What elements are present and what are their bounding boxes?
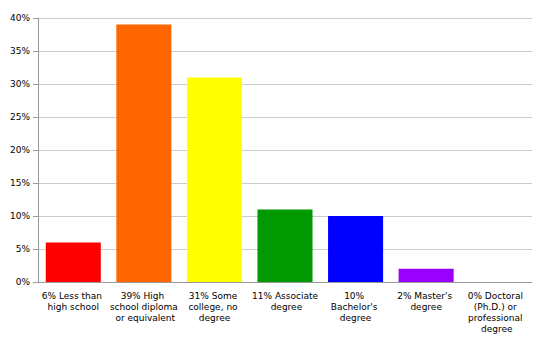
svg-text:20%: 20% bbox=[10, 145, 30, 155]
svg-text:15%: 15% bbox=[10, 178, 30, 188]
svg-text:(Ph.D.) or: (Ph.D.) or bbox=[474, 302, 520, 312]
svg-text:or equivalent: or equivalent bbox=[113, 313, 176, 323]
svg-text:degree: degree bbox=[410, 302, 442, 312]
svg-text:professional: professional bbox=[468, 313, 525, 323]
svg-text:5%: 5% bbox=[16, 244, 31, 254]
svg-text:40%: 40% bbox=[10, 13, 30, 23]
svg-text:10%: 10% bbox=[10, 211, 30, 221]
svg-text:35%: 35% bbox=[10, 46, 30, 56]
svg-text:0% Doctoral: 0% Doctoral bbox=[468, 291, 526, 301]
svg-text:school diploma: school diploma bbox=[110, 302, 178, 312]
svg-text:college, no: college, no bbox=[188, 302, 240, 312]
svg-text:39% High: 39% High bbox=[121, 291, 167, 301]
svg-text:31% Some: 31% Some bbox=[189, 291, 240, 301]
svg-text:30%: 30% bbox=[10, 79, 30, 89]
svg-text:high school: high school bbox=[48, 302, 99, 312]
svg-text:25%: 25% bbox=[10, 112, 30, 122]
svg-text:degree: degree bbox=[268, 302, 303, 312]
svg-text:degree: degree bbox=[481, 324, 513, 334]
svg-text:11% Associate: 11% Associate bbox=[252, 291, 318, 301]
svg-text:2% Master's: 2% Master's bbox=[397, 291, 455, 301]
svg-text:degree: degree bbox=[199, 313, 231, 323]
svg-text:0%: 0% bbox=[16, 277, 31, 287]
svg-text:6% Less than: 6% Less than bbox=[42, 291, 105, 301]
svg-text:10%: 10% bbox=[344, 291, 367, 301]
svg-text:degree: degree bbox=[340, 313, 372, 323]
svg-text:Bachelor's: Bachelor's bbox=[331, 302, 381, 312]
